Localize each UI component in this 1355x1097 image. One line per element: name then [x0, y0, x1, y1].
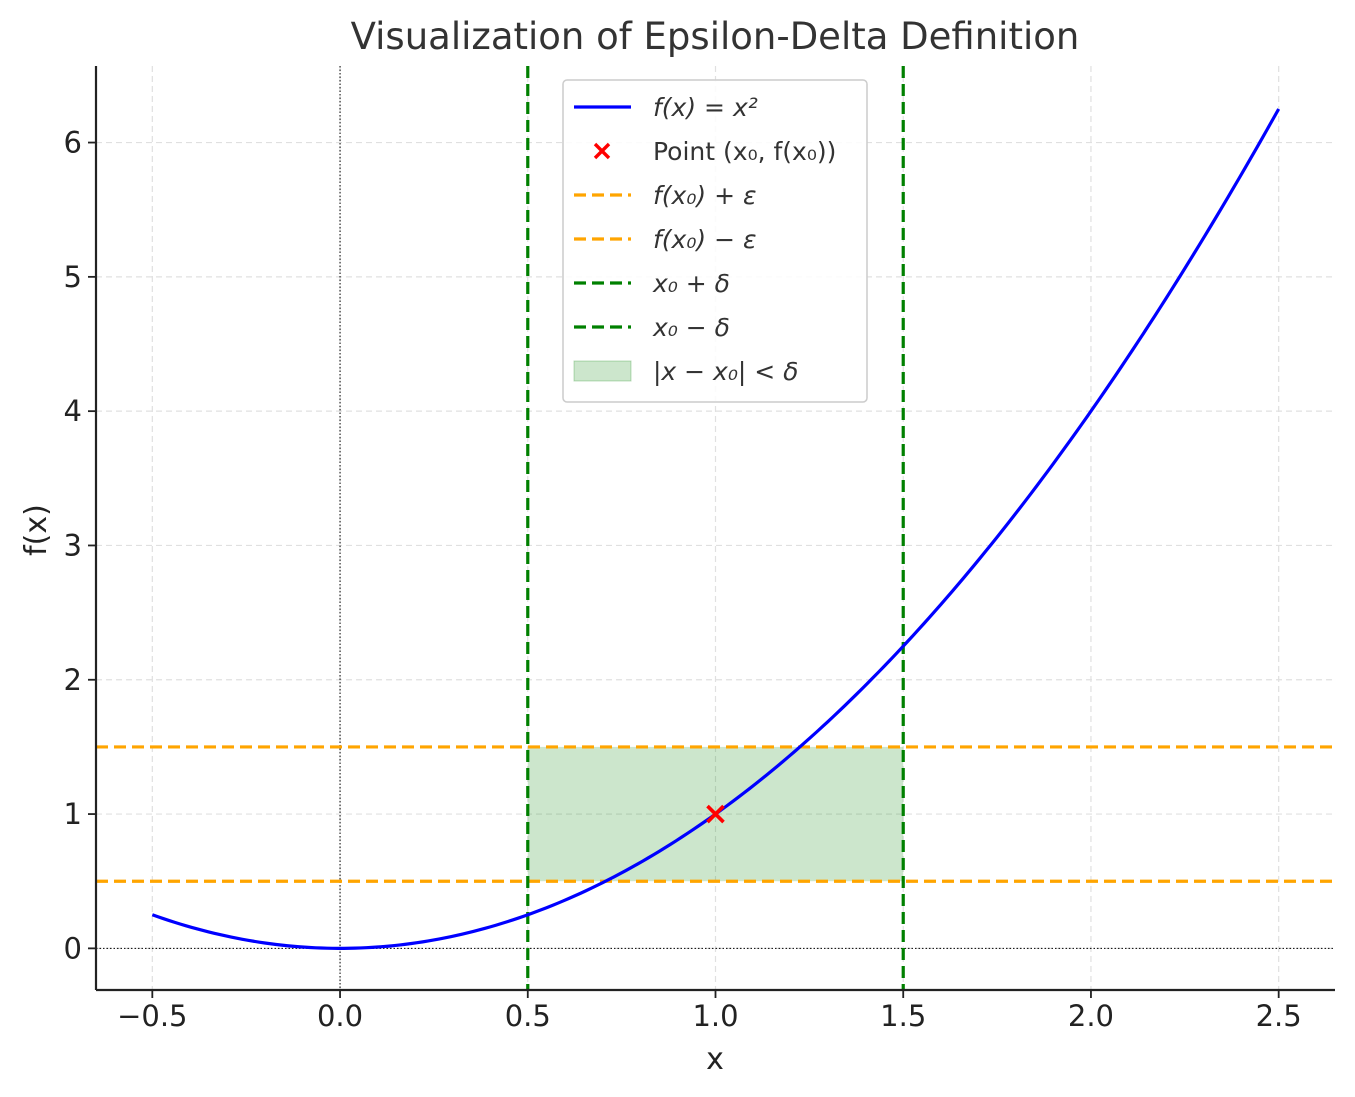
legend-item: f(x) = x² [574, 93, 758, 122]
y-tick-label-3: 3 [64, 528, 82, 562]
x-tick-label-3: 1.0 [692, 999, 738, 1033]
legend-item: x₀ + δ [574, 269, 730, 298]
legend-item: x₀ − δ [574, 313, 730, 342]
legend-label: f(x) = x² [653, 93, 758, 122]
legend-label: f(x₀) − ε [653, 225, 756, 254]
legend-item: Point (x₀, f(x₀)) [593, 137, 836, 166]
legend-frame [562, 79, 868, 403]
y-tick-label-2: 2 [64, 663, 82, 697]
legend-swatch-marker-b [593, 142, 611, 160]
x-tick-label-6: 2.5 [1256, 999, 1302, 1033]
point-marker [706, 804, 725, 824]
point-marker-stroke-b [706, 804, 725, 824]
x-tick-label-5: 2.0 [1068, 999, 1114, 1033]
legend-item: |x − x₀| < δ [573, 357, 798, 386]
points [706, 804, 725, 824]
x-tick-label-0: −0.5 [117, 999, 187, 1033]
y-tick-label-6: 6 [64, 126, 82, 160]
legend-item: f(x₀) + ε [574, 181, 756, 210]
chart-title: Visualization of Epsilon-Delta Definitio… [351, 15, 1080, 58]
legend-label: x₀ + δ [652, 269, 730, 298]
x-tick-label-1: 0.0 [317, 999, 363, 1033]
legend-item: f(x₀) − ε [574, 225, 756, 254]
legend-swatch-fill [573, 360, 632, 382]
x-tick-label-4: 1.5 [880, 999, 926, 1033]
legend-label: x₀ − δ [652, 313, 730, 342]
legend-label: f(x₀) + ε [653, 181, 756, 210]
y-tick-label-1: 1 [64, 797, 82, 831]
epsilon-lines [96, 745, 1335, 883]
legend-label: |x − x₀| < δ [653, 357, 798, 386]
legend: f(x) = x² Point (x₀, f(x₀)) f(x₀) + ε f(x₀)… [562, 79, 868, 403]
delta-lines [526, 66, 905, 990]
y-axis-label: f(x) [19, 504, 54, 556]
y-tick-label-5: 5 [64, 260, 82, 294]
y-tick-label-4: 4 [64, 394, 82, 428]
legend-label: Point (x₀, f(x₀)) [653, 137, 836, 166]
ticks: −0.5 0.0 0.5 1.0 1.5 2.0 2.5 0 1 2 3 4 5 6 [64, 126, 1302, 1033]
x-axis-label: x [706, 1042, 724, 1077]
x-tick-label-2: 0.5 [505, 999, 551, 1033]
y-tick-label-0: 0 [64, 931, 82, 965]
